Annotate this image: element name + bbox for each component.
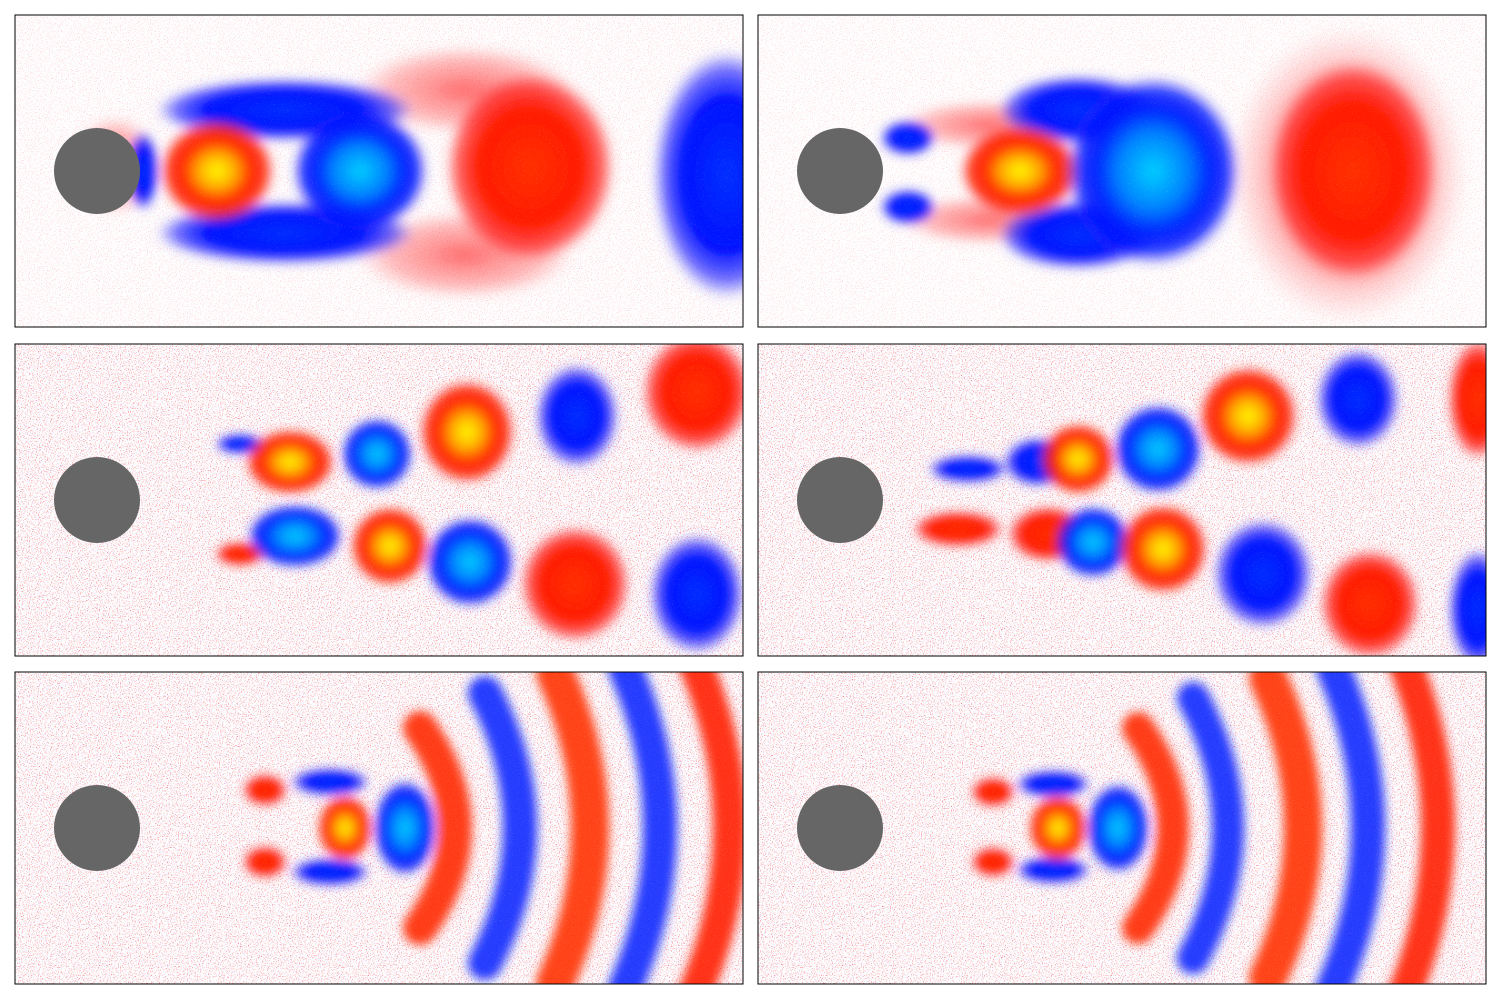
- panel-frame: [757, 14, 1487, 328]
- panel-field: [758, 672, 1486, 984]
- panel-frame: [14, 14, 744, 328]
- panel: [14, 343, 744, 657]
- panel: [757, 14, 1487, 328]
- panel-frame: [757, 343, 1487, 657]
- panel-field: [758, 344, 1486, 656]
- cylinder: [54, 785, 140, 871]
- panel: [14, 671, 744, 985]
- cylinder: [797, 128, 883, 214]
- cylinder: [797, 785, 883, 871]
- panel: [757, 343, 1487, 657]
- panel-frame: [14, 671, 744, 985]
- panel: [14, 14, 744, 328]
- panel-frame: [757, 671, 1487, 985]
- cylinder: [797, 457, 883, 543]
- cylinder: [54, 128, 140, 214]
- panel-frame: [14, 343, 744, 657]
- cylinder: [54, 457, 140, 543]
- panel: [757, 671, 1487, 985]
